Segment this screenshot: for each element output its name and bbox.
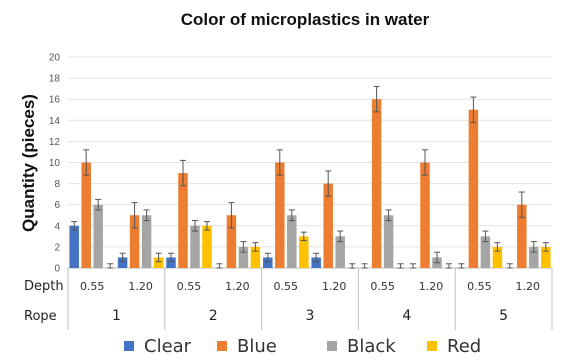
rope-value: 2: [209, 308, 218, 324]
y-tick-label: 18: [49, 74, 61, 85]
bar-black: [287, 215, 297, 268]
y-tick-label: 20: [49, 53, 61, 64]
bar-blue: [81, 162, 91, 268]
rope-value: 3: [306, 308, 315, 324]
depth-value: 1.20: [128, 280, 153, 293]
bar-black: [190, 225, 200, 268]
bar-clear: [263, 257, 273, 268]
error-bars: [71, 86, 549, 269]
y-tick-label: 14: [49, 116, 61, 127]
bar-red: [250, 246, 261, 268]
legend-label-clear: Clear: [144, 336, 192, 357]
bar-black: [93, 204, 103, 268]
legend: Clear Blue Black Red: [124, 336, 481, 357]
bar-clear: [117, 257, 128, 268]
legend-swatch-red: [427, 341, 437, 351]
legend-label-black: Black: [347, 336, 396, 357]
y-tick-label: 16: [49, 95, 61, 106]
bar-blue: [371, 99, 382, 268]
legend-label-blue: Blue: [237, 336, 277, 357]
rope-row-label: Rope: [24, 309, 57, 324]
bar-black: [529, 246, 539, 268]
bar-blue: [226, 215, 237, 268]
depth-row-label: Depth: [24, 279, 64, 294]
y-axis-label: Quantity (pieces): [19, 94, 38, 232]
bar-blue: [468, 109, 479, 268]
rope-value: 5: [499, 308, 508, 324]
bar-black: [383, 215, 394, 268]
legend-swatch-black: [327, 341, 337, 351]
gridlines: [68, 56, 552, 269]
y-axis-ticks: 0 2 4 6 8 10 12 14 16 18 20: [49, 53, 61, 275]
bar-clear: [311, 257, 321, 268]
bar-red: [492, 246, 503, 268]
bar-blue: [517, 204, 527, 268]
bar-black: [238, 246, 249, 268]
y-tick-label: 2: [54, 242, 60, 253]
bar-blue: [323, 183, 333, 268]
legend-swatch-blue: [217, 341, 227, 351]
bar-red: [541, 246, 551, 268]
bar-clear: [69, 225, 79, 268]
bar-red: [153, 257, 164, 268]
chart-title: Color of microplastics in water: [181, 10, 430, 29]
x-axis-table: Depth Rope 0.55 1.20 0.55 1.20 0.55 1.20 0.55 1…: [24, 268, 553, 330]
depth-value: 0.55: [274, 280, 299, 293]
bar-red: [202, 225, 212, 268]
bar-blue: [275, 162, 285, 268]
bar-black: [335, 236, 345, 268]
rope-value: 1: [112, 308, 121, 324]
legend-swatch-clear: [124, 341, 134, 351]
depth-value: 1.20: [419, 280, 444, 293]
depth-value: 1.20: [516, 280, 541, 293]
y-tick-label: 10: [49, 158, 61, 169]
depth-value: 0.55: [177, 280, 202, 293]
bar-black: [480, 236, 491, 268]
depth-value: 0.55: [80, 280, 105, 293]
y-tick-label: 0: [54, 264, 60, 275]
y-tick-label: 6: [54, 200, 60, 211]
depth-value: 0.55: [467, 280, 492, 293]
legend-label-red: Red: [447, 336, 481, 357]
bar-blue: [178, 173, 188, 268]
depth-value: 1.20: [322, 280, 347, 293]
y-tick-label: 12: [49, 137, 61, 148]
depth-value: 1.20: [225, 280, 250, 293]
rope-value: 4: [402, 308, 411, 324]
bar-blue: [420, 162, 430, 268]
bar-clear: [166, 257, 176, 268]
depth-value: 0.55: [370, 280, 395, 293]
y-tick-label: 8: [54, 179, 60, 190]
y-tick-label: 4: [54, 221, 60, 232]
bars: [69, 99, 551, 268]
bar-blue: [129, 215, 140, 268]
bar-black: [141, 215, 152, 268]
bar-red: [299, 236, 309, 268]
